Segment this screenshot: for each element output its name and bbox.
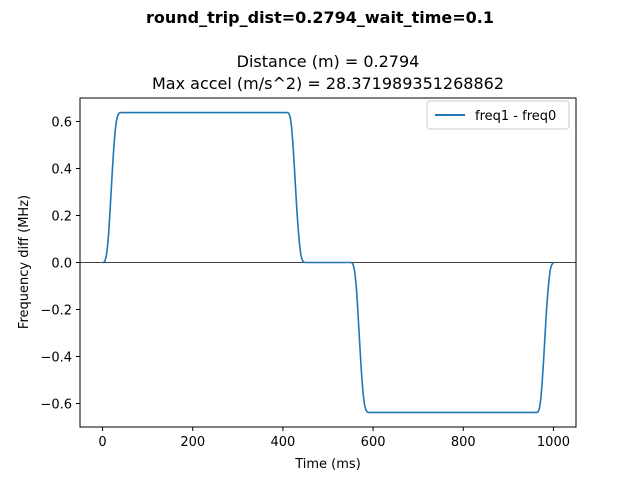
x-tick-label: 0: [98, 435, 106, 450]
x-tick-label: 1000: [537, 435, 570, 450]
legend-frame: [426, 100, 570, 130]
y-tick-label: 0.0: [51, 257, 72, 272]
figure-suptitle: round_trip_dist=0.2794_wait_time=0.1: [146, 8, 494, 27]
chart-title-line-1: Distance (m) = 0.2794: [237, 52, 420, 71]
x-tick-label: 400: [270, 435, 295, 450]
y-tick-label: −0.6: [40, 398, 72, 413]
plot-area: 0 200 400 600 800 1000 0.6 0.4 0.2 0.0 −0.2 −0.4 −0.…: [40, 97, 577, 450]
x-axis-label: Time (ms): [294, 457, 361, 472]
y-axis-label: Frequency diff (MHz): [17, 195, 32, 329]
chart-title-line-2: Max accel (m/s^2) = 28.371989351268862: [152, 74, 504, 93]
y-tick-label: −0.4: [40, 351, 72, 366]
legend-series-label: freq1 - freq0: [475, 109, 556, 124]
y-tick-label: −0.2: [40, 304, 72, 319]
y-tick-label: 0.4: [51, 163, 72, 178]
series-line-1: [102, 111, 555, 414]
legend: freq1 - freq0: [426, 100, 570, 130]
y-tick-label: 0.2: [51, 210, 72, 225]
x-tick-label: 800: [451, 435, 476, 450]
x-tick-label: 600: [361, 435, 386, 450]
x-tick-label: 200: [180, 435, 205, 450]
y-tick-label: 0.6: [51, 116, 72, 131]
